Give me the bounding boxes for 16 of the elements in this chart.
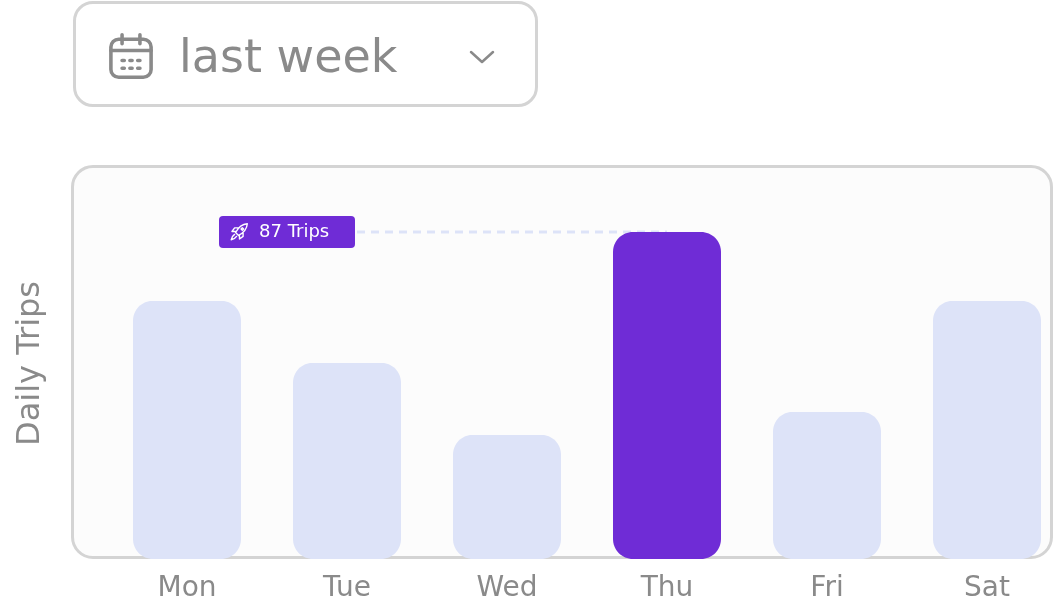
chart-subtitle: last week: [179, 28, 398, 85]
x-tick-label: Wed: [476, 569, 538, 603]
x-tick-label: Fri: [810, 569, 844, 603]
dropdown: last week: [73, 1, 538, 107]
bar: [613, 232, 721, 559]
bar: [933, 300, 1041, 559]
bar: [133, 300, 241, 559]
y-axis-title: Daily Trips: [8, 280, 47, 447]
bar: [773, 411, 881, 559]
x-tick-label: Sat: [964, 569, 1010, 603]
bar: [293, 362, 401, 559]
bar: [453, 434, 561, 559]
x-tick-label: Tue: [322, 569, 371, 603]
x-tick-label: Thu: [639, 569, 694, 603]
x-tick-label: Mon: [157, 569, 217, 603]
annotation: 87 Trips: [259, 220, 330, 241]
